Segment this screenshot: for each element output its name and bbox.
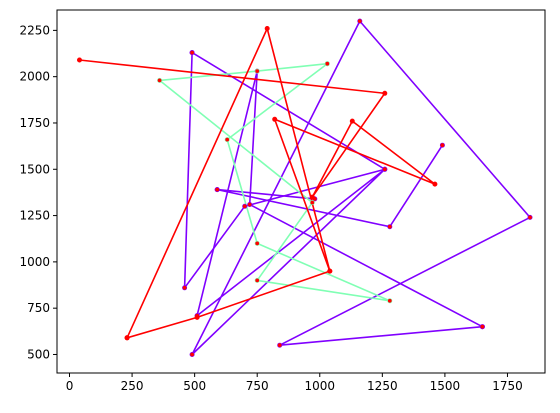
- x-tick-label: 1250: [367, 379, 398, 393]
- x-tick-label: 1750: [492, 379, 523, 393]
- y-tick-label: 1750: [19, 116, 50, 130]
- axes-frame: [56, 9, 546, 374]
- data-point-s4-p4: [387, 298, 393, 304]
- data-point-s3-p4: [387, 224, 393, 230]
- axis-layer: 0 250 500 750 1000 1250 1500 1750 500 750 1000 1250…: [19, 9, 546, 393]
- y-tick-label: 1250: [19, 209, 50, 223]
- series-line-4: [158, 62, 391, 302]
- data-point-s2-p4: [182, 285, 188, 291]
- data-point-s6-p2: [382, 90, 388, 96]
- data-point-s5-p2: [264, 25, 270, 31]
- data-point-s4-p7: [157, 77, 163, 83]
- y-tick-label: 1000: [19, 255, 50, 269]
- data-point-s1-p10: [479, 324, 485, 330]
- y-tick-label: 2000: [19, 70, 50, 84]
- data-point-s6-p6: [272, 116, 278, 122]
- data-point-s1-p3: [527, 214, 533, 220]
- data-point-s2-p2: [382, 166, 388, 172]
- data-point-s6-p1: [77, 57, 83, 63]
- y-tick-label: 500: [27, 347, 50, 361]
- data-point-s4-p3: [254, 240, 260, 246]
- data-point-s1-p4: [357, 18, 363, 24]
- x-tick-label: 0: [66, 379, 74, 393]
- data-point-s1-p5: [189, 351, 195, 357]
- y-tick-label: 2250: [19, 23, 50, 37]
- data-point-s4-p8: [254, 68, 260, 74]
- data-point-s4-p2: [224, 137, 230, 143]
- data-point-s6-p7: [327, 268, 333, 274]
- x-tick-label: 1000: [304, 379, 335, 393]
- data-point-s4-p9: [324, 61, 330, 67]
- x-tick-label: 750: [246, 379, 269, 393]
- data-point-s5-p5: [124, 335, 130, 341]
- x-tick-label: 1500: [430, 379, 461, 393]
- data-point-s4-p6: [309, 200, 315, 206]
- data-point-s1-p9: [247, 202, 253, 208]
- data-point-s6-p3: [309, 194, 315, 200]
- data-point-s1-p2: [277, 342, 283, 348]
- series-line-1: [191, 20, 531, 356]
- x-tick-label: 500: [183, 379, 206, 393]
- x-tick-label: 250: [121, 379, 144, 393]
- y-tick-label: 750: [27, 301, 50, 315]
- data-point-s6-p4: [349, 118, 355, 124]
- data-point-s4-p5: [254, 277, 260, 283]
- data-point-s6-p5: [432, 181, 438, 187]
- y-tick-label: 1500: [19, 162, 50, 176]
- data-point-s5-p4: [194, 314, 200, 320]
- data-point-s3-p3: [214, 187, 220, 193]
- data-point-s2-p3: [242, 203, 248, 209]
- series-layer: [79, 20, 531, 356]
- marker-layer: [77, 18, 533, 357]
- data-point-s3-p5: [439, 142, 445, 148]
- data-point-s2-p5: [189, 50, 195, 56]
